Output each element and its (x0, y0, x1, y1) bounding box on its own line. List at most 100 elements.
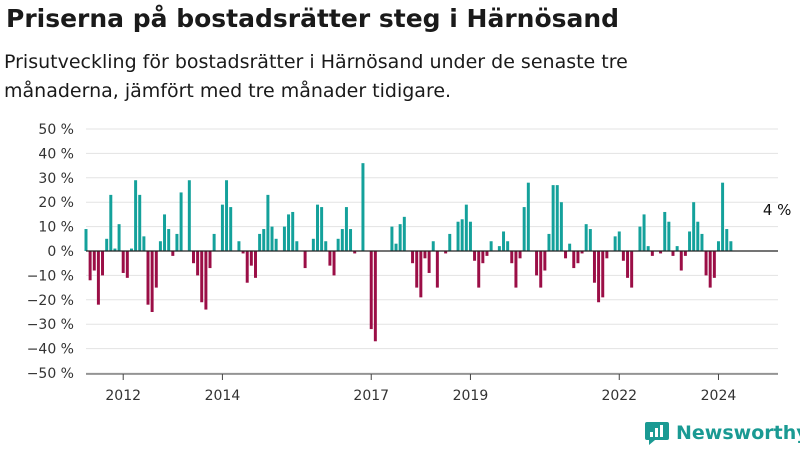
bar (497, 246, 501, 251)
bar (659, 251, 663, 254)
bar (477, 251, 481, 288)
bar (175, 233, 179, 251)
bar (340, 229, 344, 251)
bar (468, 221, 472, 251)
bar (700, 233, 704, 251)
bar (204, 251, 208, 310)
bar (394, 243, 398, 251)
bar (696, 221, 700, 251)
bar (506, 241, 510, 251)
bar (163, 214, 167, 251)
bar (208, 251, 212, 269)
bar (543, 251, 547, 271)
bar (592, 251, 596, 283)
bar (196, 251, 200, 276)
bar (121, 251, 125, 273)
bar (489, 241, 493, 251)
bar (663, 211, 667, 251)
bar (464, 204, 468, 251)
bar (373, 251, 377, 342)
y-tick-label: −10 % (27, 268, 74, 284)
bar (679, 251, 683, 271)
bar (192, 251, 195, 264)
bar (274, 238, 278, 251)
last-value-annotation: 4 % (763, 201, 792, 219)
bar (456, 221, 460, 251)
bar (729, 241, 733, 251)
bar (481, 251, 485, 264)
bar (324, 241, 328, 251)
bar (716, 241, 720, 251)
bar (113, 248, 117, 251)
bar (626, 251, 630, 278)
bar (138, 194, 142, 251)
y-tick-label: 50 % (38, 122, 74, 138)
x-tick-label: 2024 (701, 388, 737, 404)
bar (84, 229, 88, 251)
bar (725, 229, 729, 251)
bar (130, 248, 133, 251)
bar (448, 233, 452, 251)
bar (671, 251, 675, 256)
bar (295, 241, 299, 251)
bar (266, 194, 270, 251)
bar (510, 251, 514, 264)
bar (101, 251, 105, 276)
bar (485, 251, 489, 256)
bar (423, 251, 427, 259)
bar (229, 207, 233, 251)
bar (402, 216, 406, 251)
bar (249, 251, 253, 266)
bar (584, 224, 588, 251)
bar (526, 182, 530, 251)
bar (601, 251, 605, 298)
bar (225, 180, 229, 251)
chart-title: Priserna på bostadsrätter steg i Härnösa… (6, 4, 620, 33)
y-tick-label: 10 % (38, 220, 74, 236)
bar (721, 182, 725, 251)
y-tick-label: 40 % (38, 146, 74, 162)
bar (444, 251, 448, 254)
bar (258, 233, 262, 251)
bar (187, 180, 191, 251)
bar (415, 251, 419, 288)
bar (105, 238, 109, 251)
bar (551, 185, 555, 251)
bar (580, 251, 584, 254)
bar (712, 251, 716, 278)
bar (154, 251, 158, 288)
bar (349, 229, 353, 251)
bar (547, 233, 551, 251)
bar (158, 241, 162, 251)
bar (212, 233, 216, 251)
bar (704, 251, 708, 276)
bar (241, 251, 245, 254)
bar (667, 221, 671, 251)
bar (630, 251, 634, 288)
y-tick-label: 20 % (38, 195, 74, 211)
bar (336, 238, 340, 251)
bar (427, 251, 431, 273)
bar (171, 251, 175, 256)
bar (142, 236, 146, 251)
bar (344, 207, 348, 251)
x-tick-label: 2022 (601, 388, 637, 404)
bar (411, 251, 415, 264)
newsworthy-logo-text: Newsworthy (676, 422, 800, 444)
bar (270, 226, 274, 251)
bar (617, 231, 621, 251)
bar (522, 207, 526, 251)
bar (303, 251, 307, 269)
bar (642, 214, 646, 251)
bar (431, 241, 435, 251)
bar (398, 224, 402, 251)
bar (419, 251, 423, 298)
bar (688, 231, 692, 251)
y-tick-label: 30 % (38, 171, 74, 187)
y-tick-label: −20 % (27, 293, 74, 309)
bar (237, 241, 241, 251)
bar (646, 246, 650, 251)
bar (245, 251, 249, 283)
bar (88, 251, 92, 281)
